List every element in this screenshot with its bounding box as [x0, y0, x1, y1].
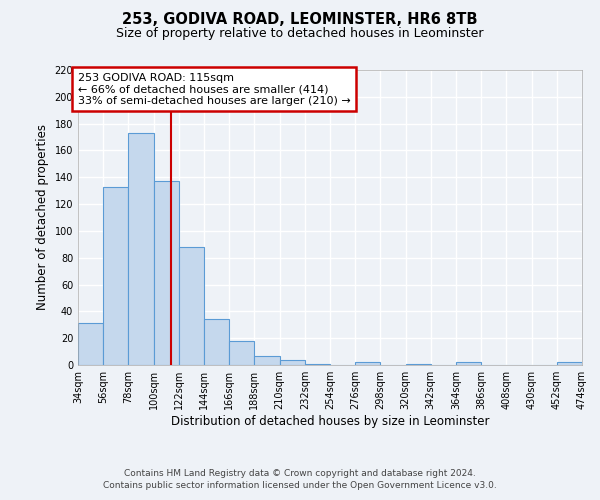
Bar	[128, 133, 154, 365]
Text: 253, GODIVA ROAD, LEOMINSTER, HR6 8TB: 253, GODIVA ROAD, LEOMINSTER, HR6 8TB	[122, 12, 478, 28]
Text: 253 GODIVA ROAD: 115sqm
← 66% of detached houses are smaller (414)
33% of semi-d: 253 GODIVA ROAD: 115sqm ← 66% of detache…	[78, 72, 351, 106]
Bar	[254, 356, 280, 365]
X-axis label: Distribution of detached houses by size in Leominster: Distribution of detached houses by size …	[171, 415, 489, 428]
Bar	[557, 362, 582, 365]
Bar	[355, 362, 380, 365]
Bar	[154, 182, 179, 365]
Bar	[229, 341, 254, 365]
Text: Contains HM Land Registry data © Crown copyright and database right 2024.
Contai: Contains HM Land Registry data © Crown c…	[103, 468, 497, 490]
Bar	[179, 247, 204, 365]
Bar	[204, 320, 229, 365]
Bar	[78, 324, 103, 365]
Y-axis label: Number of detached properties: Number of detached properties	[36, 124, 49, 310]
Bar	[103, 186, 128, 365]
Text: Size of property relative to detached houses in Leominster: Size of property relative to detached ho…	[116, 28, 484, 40]
Bar	[456, 362, 481, 365]
Bar	[305, 364, 330, 365]
Bar	[280, 360, 305, 365]
Bar	[406, 364, 431, 365]
